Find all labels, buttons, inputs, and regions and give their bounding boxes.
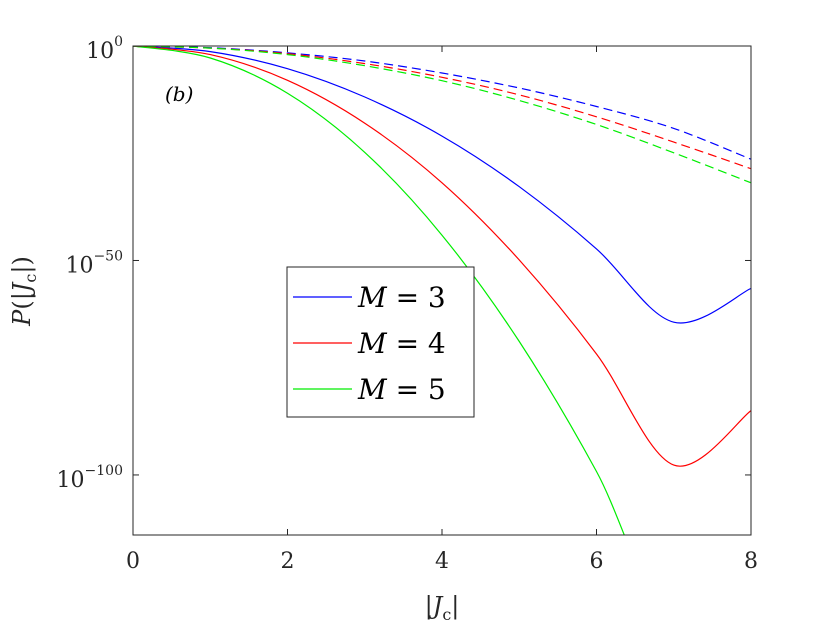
legend-label: M = 5 <box>357 373 446 406</box>
y-tick-label: 10−50 <box>65 248 123 278</box>
x-tick-label: 8 <box>744 549 758 574</box>
legend-label: M = 4 <box>357 327 446 360</box>
x-tick-label: 0 <box>126 549 140 574</box>
x-tick-label: 2 <box>281 549 295 574</box>
y-tick-label: 100 <box>86 34 123 64</box>
series-line-1 <box>133 46 751 467</box>
legend: M = 3 M = 4 M = 5 <box>286 266 475 418</box>
x-tick-label: 6 <box>590 549 604 574</box>
x-tick-label: 4 <box>435 549 449 574</box>
series-line-4 <box>133 46 751 170</box>
series-line-0 <box>133 46 751 324</box>
x-axis: 0 2 4 6 8 <box>126 46 758 574</box>
x-axis-label: |Jc| <box>425 592 460 623</box>
y-axis: 100 10−50 10−100 <box>57 34 751 493</box>
y-axis-label: P(|Jc|) <box>8 256 40 327</box>
legend-label: M = 3 <box>357 281 446 314</box>
series-line-5 <box>133 46 751 184</box>
y-tick-label: 10−100 <box>57 463 123 493</box>
panel-label: (b) <box>165 82 193 106</box>
legend-box <box>286 266 475 418</box>
